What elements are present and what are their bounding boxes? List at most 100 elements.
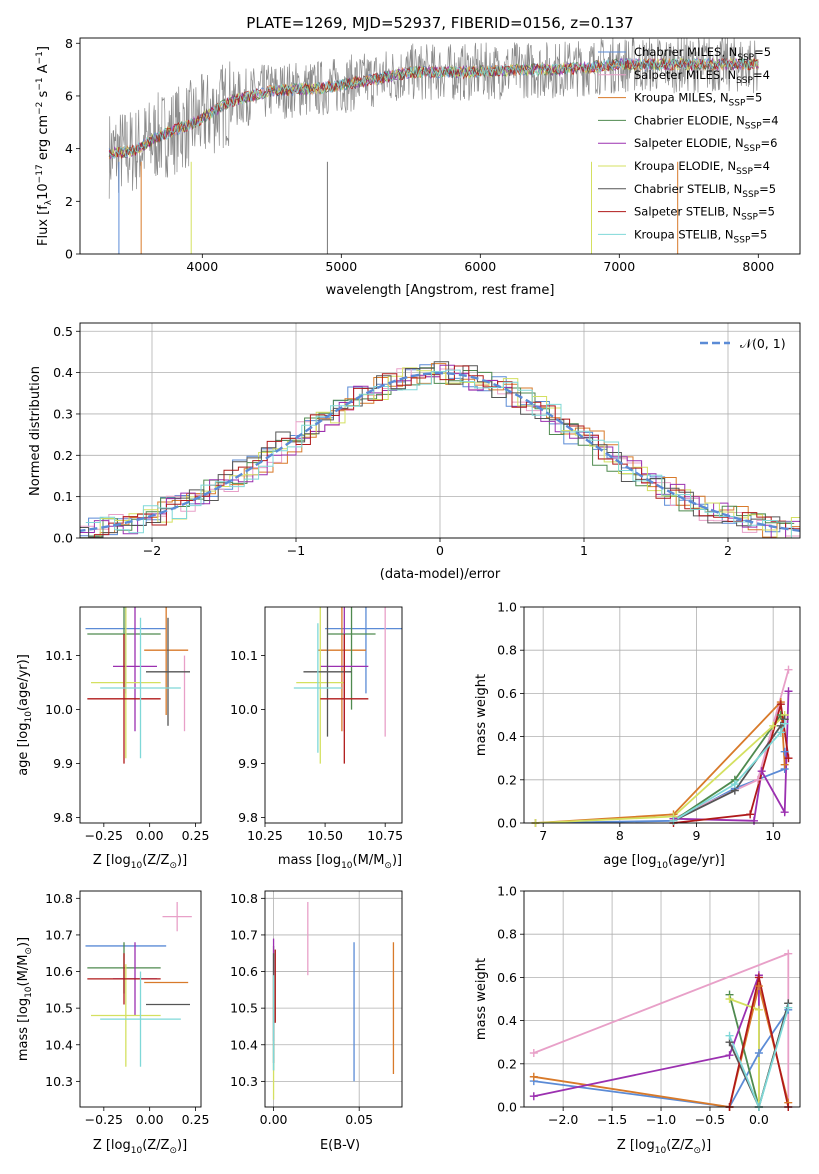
- y-tick-label: 0.2: [53, 448, 73, 463]
- y-tick-label: 10.1: [230, 648, 258, 663]
- y-tick-label: 10.7: [230, 927, 258, 942]
- weight-marker: [753, 775, 762, 784]
- y-tick-label: 0.2: [497, 1056, 517, 1071]
- weight-marker: [529, 1092, 538, 1101]
- y-tick-label: 0.4: [497, 729, 517, 744]
- y-tick-label: 9.9: [238, 756, 258, 771]
- y-tick-label: 0.6: [497, 686, 517, 701]
- weight-marker: [780, 760, 789, 769]
- y-tick-label: 10.1: [45, 648, 73, 663]
- x-tick-label: −1.5: [597, 1112, 627, 1127]
- plot-area: [80, 361, 800, 538]
- axes-frame: [523, 890, 801, 1108]
- x-tick-label: 6000: [464, 259, 496, 274]
- x-tick-label: 10.25: [247, 828, 283, 843]
- panel-mass-vs-Z: −0.25 0.00 0.25 10.3 10.4 10.5 10.6 10.7 10.8 Z […: [16, 890, 210, 1156]
- x-tick-label: 0: [436, 543, 444, 558]
- weight-line: [533, 1009, 790, 1107]
- y-axis-label: Normed distribution: [28, 366, 43, 496]
- legend-entry: Kroupa MILES, NSSP=5: [634, 91, 762, 109]
- x-tick-label: 1: [580, 543, 588, 558]
- axes-frame: [264, 890, 403, 1108]
- weight-marker: [669, 816, 678, 825]
- y-tick-label: 10.8: [45, 891, 73, 906]
- plot-area: [293, 607, 402, 764]
- x-tick-label: −0.5: [695, 1112, 725, 1127]
- x-axis-label: Z [log10(Z/Z⊙)]: [93, 1138, 187, 1156]
- y-tick-label: 1.0: [497, 884, 517, 899]
- histogram-step: [80, 365, 800, 538]
- x-tick-label: 9: [693, 828, 701, 843]
- weight-marker: [529, 1049, 538, 1057]
- plot-area: [108, 38, 759, 254]
- legend-entry: Salpeter MILES, NSSP=4: [634, 68, 770, 86]
- y-tick-label: 10.6: [45, 964, 73, 979]
- model-spectrum-line: [109, 57, 759, 159]
- weight-line: [535, 714, 786, 823]
- histogram-step: [85, 363, 800, 538]
- y-tick-label: 10.6: [230, 964, 258, 979]
- x-tick-label: 0.00: [260, 1112, 288, 1127]
- weight-marker: [780, 808, 789, 817]
- x-tick-label: 0.0: [749, 1112, 769, 1127]
- y-tick-label: 10.0: [45, 702, 73, 717]
- y-tick-label: 10.5: [230, 1001, 258, 1016]
- x-axis-label: (data-model)/error: [380, 567, 501, 582]
- y-tick-label: 10.8: [230, 891, 258, 906]
- y-tick-label: 0.4: [497, 1013, 517, 1028]
- x-tick-label: 2: [724, 543, 732, 558]
- x-tick-label: 10.75: [367, 828, 403, 843]
- histogram-step: [80, 364, 795, 537]
- y-tick-label: 0.8: [497, 927, 517, 942]
- legend-entry: Salpeter STELIB, NSSP=5: [634, 205, 775, 223]
- y-tick-label: 0.0: [497, 816, 517, 831]
- y-tick-label: 8: [65, 36, 73, 51]
- axes-frame: [79, 890, 202, 1108]
- legend-entry: Kroupa STELIB, NSSP=5: [634, 227, 767, 245]
- axes-frame: [79, 37, 801, 255]
- x-tick-label: −0.25: [85, 1112, 123, 1127]
- y-tick-label: 9.9: [53, 756, 73, 771]
- x-axis-label: mass [log10(M/M⊙)]: [278, 853, 402, 871]
- y-tick-label: 0.4: [53, 365, 73, 380]
- histogram-step: [85, 369, 800, 538]
- x-axis-label: wavelength [Angstrom, rest frame]: [326, 283, 555, 298]
- x-tick-label: −1.0: [646, 1112, 676, 1127]
- figure-title: PLATE=1269, MJD=52937, FIBERID=0156, z=0…: [246, 14, 633, 32]
- plot-area: [265, 891, 402, 1107]
- panel-massweight-vs-Z: −2.0 −1.5 −1.0 −0.5 0.0 0.0 0.2 0.4 0.6 0.8 1.0 Z […: [474, 884, 801, 1156]
- weight-marker: [754, 1005, 763, 1014]
- x-tick-label: −2: [143, 543, 161, 558]
- x-axis-label: E(B-V): [320, 1138, 360, 1153]
- weight-marker: [780, 719, 789, 728]
- model-spectrum-line: [108, 57, 759, 160]
- y-tick-label: 10.5: [45, 1001, 73, 1016]
- axes-frame: [523, 606, 801, 824]
- y-tick-label: 0.2: [497, 772, 517, 787]
- weight-marker: [529, 1072, 538, 1081]
- y-tick-label: 0: [65, 247, 73, 262]
- y-axis-label: mass weight: [474, 674, 489, 756]
- legend-entry: 𝒩(0, 1): [740, 336, 786, 351]
- weight-marker: [750, 816, 758, 825]
- x-tick-label: 0.25: [182, 828, 210, 843]
- x-tick-label: 0.25: [182, 1112, 210, 1127]
- y-axis-label: Flux [fλ10−17 erg cm−2 s−1 A−1]: [35, 46, 54, 246]
- y-tick-label: 9.8: [53, 810, 73, 825]
- weight-marker: [754, 982, 763, 991]
- y-tick-label: 0.8: [497, 643, 517, 658]
- weight-line: [673, 723, 786, 822]
- gaussian-curve: [80, 371, 800, 533]
- y-tick-label: 6: [65, 88, 73, 103]
- histogram-step: [85, 367, 800, 538]
- weight-marker: [776, 728, 785, 737]
- weight-marker: [754, 973, 763, 982]
- weight-marker: [784, 949, 793, 958]
- panel-mass-vs-ebv: 0.00 0.05 10.3 10.4 10.5 10.6 10.7 10.8 E(B-V): [230, 890, 403, 1153]
- y-tick-label: 1.0: [497, 600, 517, 615]
- y-tick-label: 10.0: [230, 702, 258, 717]
- axes-frame: [79, 606, 202, 824]
- x-tick-label: −0.25: [85, 828, 123, 843]
- weight-line: [673, 703, 790, 823]
